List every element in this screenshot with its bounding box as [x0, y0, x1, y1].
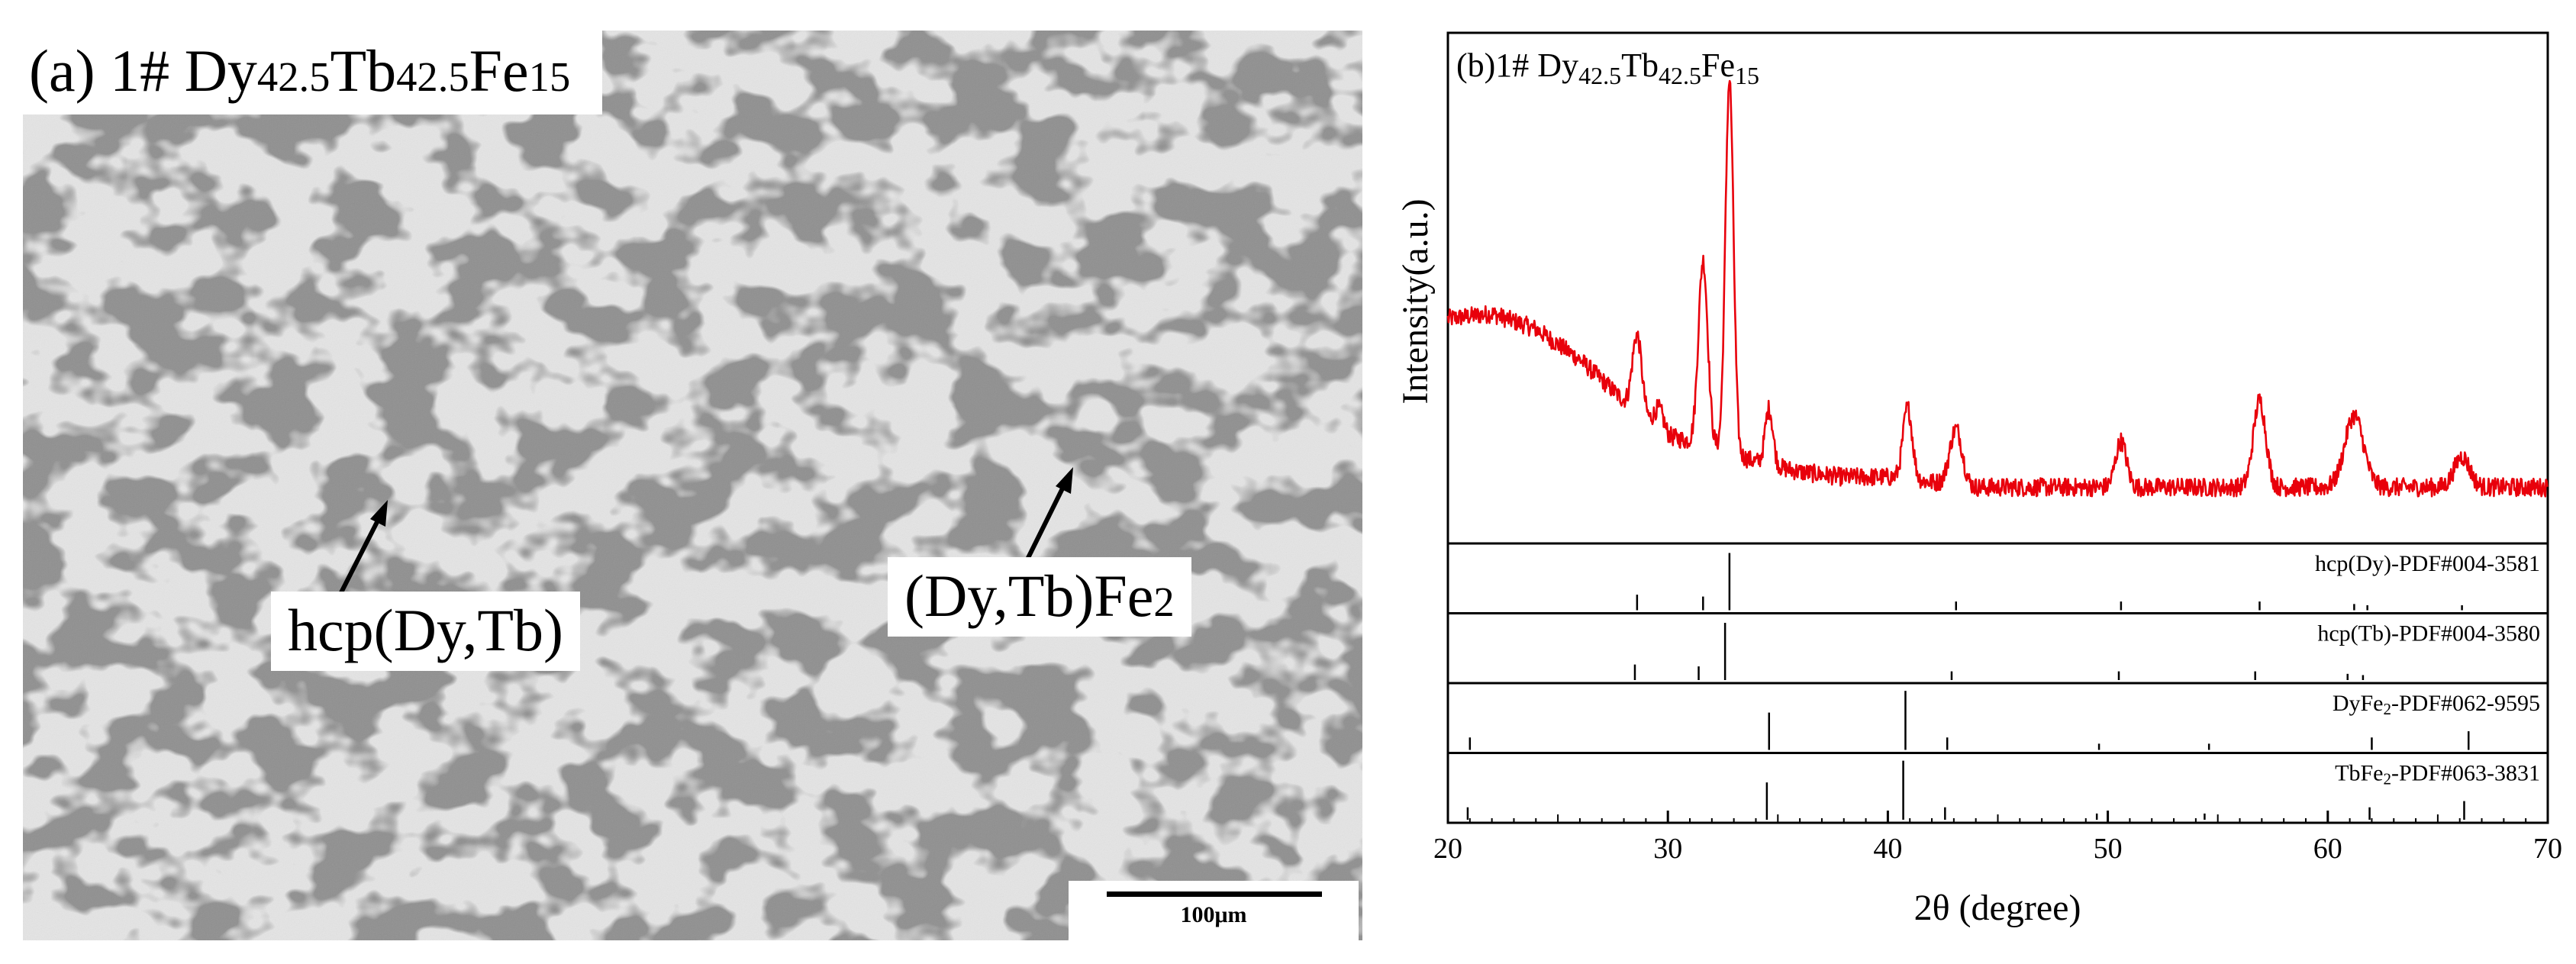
- chart-title-sub3: 15: [1735, 62, 1759, 89]
- sem-micrograph-panel: (a) 1# Dy42.5Tb42.5Fe15 hcp(Dy,Tb) (Dy,T…: [23, 31, 1362, 940]
- panel-a-title-mid: Tb: [330, 37, 397, 104]
- x-tick-label: 20: [1433, 833, 1462, 865]
- label-hcp-text: hcp(Dy,Tb): [288, 597, 563, 663]
- label-fe2-sub: 2: [1153, 579, 1175, 625]
- panel-a-title-sub1: 42.5: [256, 53, 330, 100]
- reference-label: hcp(Dy)-PDF#004-3581: [2315, 551, 2540, 576]
- x-tick-label: 60: [2313, 833, 2342, 865]
- scale-bar-line: [1107, 891, 1322, 897]
- y-axis-title: Intensity(a.u.): [1395, 198, 1436, 404]
- arrow-fe2: [1020, 485, 1066, 570]
- panel-a-title: (a) 1# Dy42.5Tb42.5Fe15: [23, 31, 603, 114]
- scale-bar: 100μm: [1069, 881, 1359, 940]
- x-tick-label: 40: [1873, 833, 1902, 865]
- panel-a-title-text: (a) 1# Dy: [29, 37, 257, 104]
- reference-pattern-2: hcp(Tb)-PDF#004-3580: [1633, 621, 2540, 680]
- scale-bar-label: 100μm: [1180, 902, 1247, 927]
- sem-micrograph: [23, 31, 1362, 940]
- chart-title: (b)1# Dy42.5Tb42.5Fe15: [1456, 47, 1759, 89]
- panel-a-title-end: Fe: [469, 37, 529, 104]
- series-xrd-pattern: [1446, 79, 2549, 498]
- label-hcp-phase: hcp(Dy,Tb): [271, 592, 580, 671]
- panel-a-title-sub3: 15: [528, 53, 571, 100]
- reference-label: DyFe2-PDF#062-9595: [2333, 691, 2540, 718]
- reference-pattern-4: TbFe2-PDF#063-3831: [1466, 761, 2540, 820]
- reference-label: hcp(Tb)-PDF#004-3580: [2317, 621, 2540, 646]
- x-tick-label: 70: [2533, 833, 2562, 865]
- xrd-chart: hcp(Dy)-PDF#004-3581 hcp(Tb)-PDF#004-3580…: [1395, 31, 2562, 928]
- label-laves-phase: (Dy,Tb)Fe2: [888, 557, 1191, 637]
- arrow-hcp-head: [370, 500, 388, 527]
- x-tick-label: 50: [2094, 833, 2123, 865]
- sem-texture: [23, 31, 1362, 940]
- chart-title-mid: Tb: [1621, 47, 1659, 84]
- arrow-hcp: [334, 517, 381, 605]
- chart-title-sub1: 42.5: [1578, 62, 1621, 89]
- reference-label: TbFe2-PDF#063-3831: [2335, 761, 2540, 788]
- chart-title-sub2: 42.5: [1659, 62, 1701, 89]
- x-tick-label: 30: [1653, 833, 1682, 865]
- reference-pattern-1: hcp(Dy)-PDF#004-3581: [1636, 551, 2540, 611]
- chart-title-text: (b)1# Dy: [1456, 47, 1578, 84]
- label-fe2-text: (Dy,Tb)Fe: [904, 563, 1154, 629]
- reference-pattern-3: DyFe2-PDF#062-9595: [1469, 691, 2540, 750]
- arrow-fe2-head: [1056, 467, 1073, 494]
- chart-title-end: Fe: [1701, 47, 1735, 84]
- panel-a-title-sub2: 42.5: [396, 53, 469, 100]
- x-axis-title: 2θ (degree): [1914, 888, 2081, 928]
